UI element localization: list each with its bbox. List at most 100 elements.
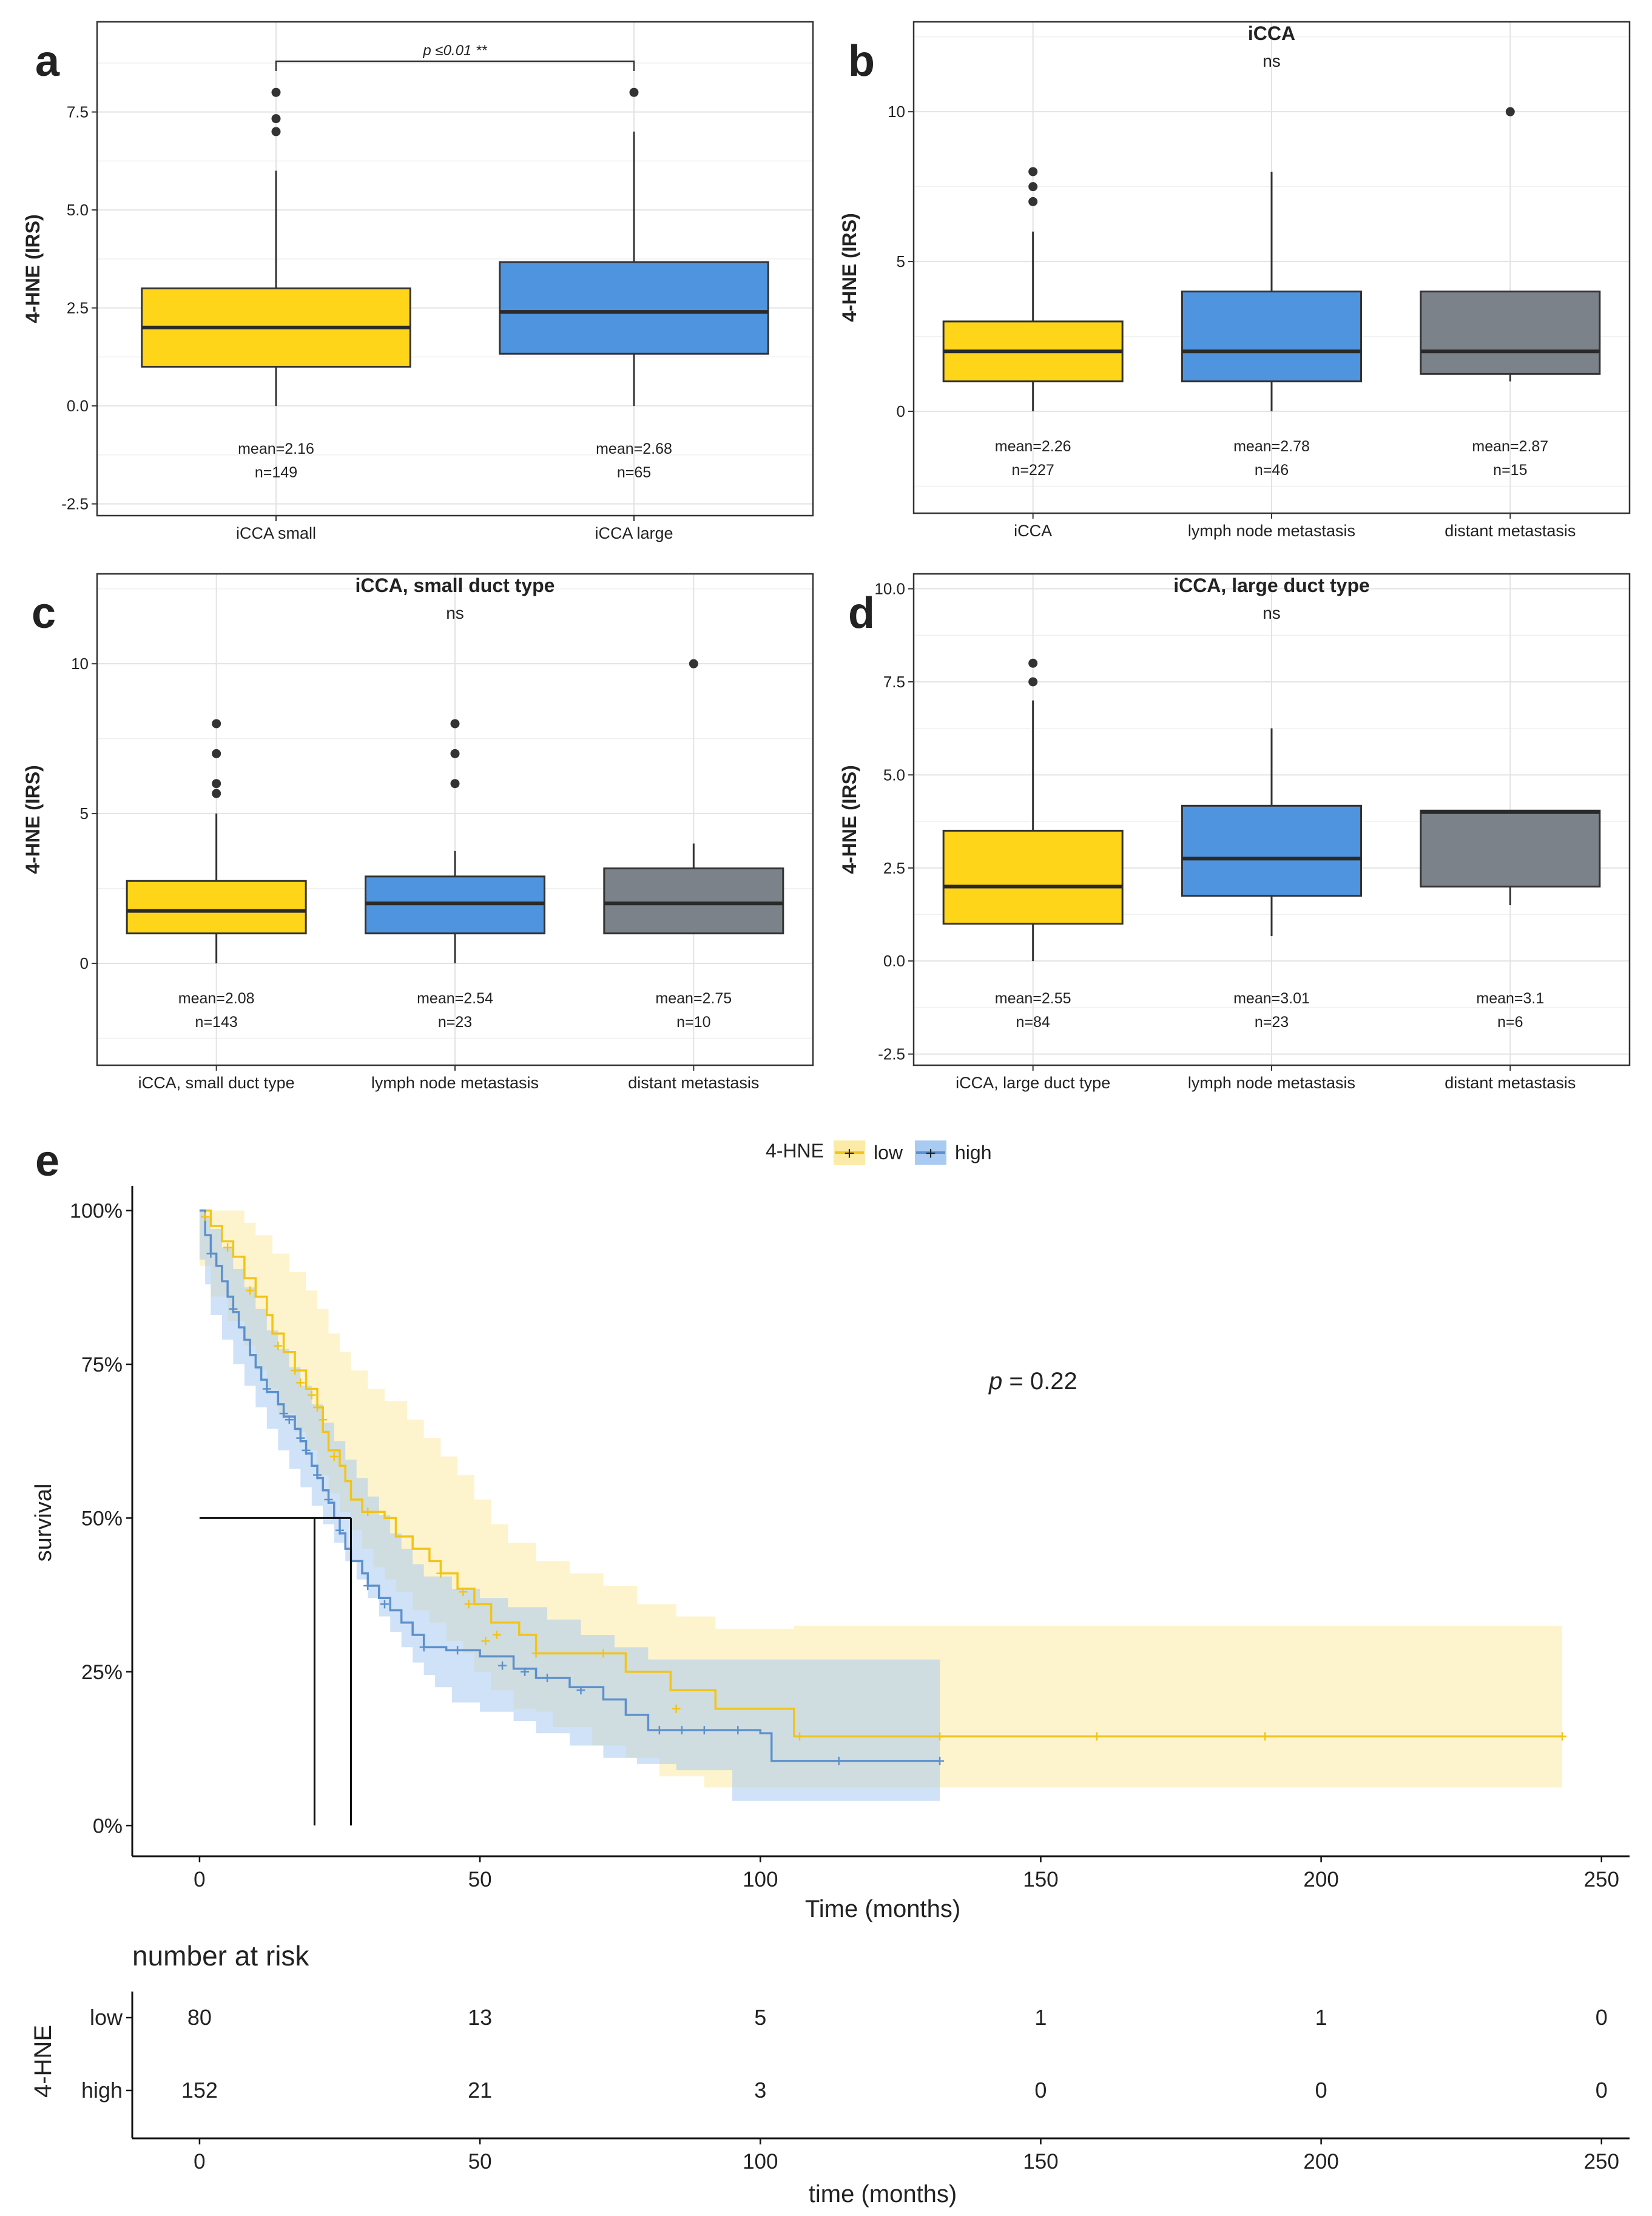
censor-mark-high [302,1446,311,1455]
outlier-point [629,87,639,97]
box-panel-c: mean=2.08 n=143 mean=2.54 n=23 mean=2.75 n=10… [22,573,814,1092]
box-body [942,829,1124,925]
risk-count: 21 [468,2078,492,2103]
censor-mark-high [936,1756,945,1765]
x-tick-label: 250 [1584,2150,1619,2174]
censor-mark-low [459,1588,468,1597]
censor-mark-high [655,1726,664,1735]
x-tick-label: iCCA, small duct type [138,1074,295,1092]
y-tick-label: 10 [71,655,89,673]
outlier-point [212,719,221,729]
y-tick-label: 5 [897,252,905,271]
y-tick-label: 2.5 [883,859,905,877]
censor-mark-high [262,1384,271,1393]
x-tick-label: lymph node metastasis [1188,1074,1355,1092]
censor-mark-high [419,1643,428,1652]
panel-frame [96,21,814,517]
km-legend: 4-HNE + low + high [766,1140,992,1165]
risk-table: number at risk low 80 13 5 1 1 0 high 152 21 3 0 0 0 4-… [30,1940,1630,2208]
n-label: n=46 [1255,462,1289,479]
x-tick-label: iCCA [1014,522,1052,540]
box-3: mean=2.75 n=10 [603,659,784,1031]
y-tick-label: 7.5 [883,673,905,691]
y-tick-label: 5.0 [883,766,905,784]
x-tick-label: 100 [743,1868,778,1891]
y-tick-label: 25% [81,1661,123,1684]
n-label: n=23 [438,1014,472,1031]
x-tick-label: 200 [1303,1868,1338,1891]
censor-mark-high [700,1726,709,1735]
censor-mark-low [274,1341,283,1350]
censor-mark-high [324,1495,333,1504]
y-tick-label: 100% [70,1200,123,1223]
survival-curve-low [199,1209,1563,1738]
p-value-text: = 0.22 [1002,1368,1077,1395]
n-label: n=65 [617,464,651,481]
outlier-point [1028,167,1038,177]
legend-marker-low: + [844,1143,855,1164]
risk-count: 80 [187,2005,212,2030]
box-3: mean=2.87 n=15 [1420,107,1601,479]
outlier-point [271,87,281,97]
mean-label: mean=2.55 [995,990,1071,1007]
censor-mark-high [521,1667,530,1676]
y-axis-label: 4-HNE (IRS) [838,213,860,322]
y-tick-label: 0.0 [67,397,89,415]
censor-mark-low [492,1631,501,1640]
y-tick-label: 0% [93,1814,123,1837]
box-body [603,867,784,935]
panel-subtitle: ns [1263,604,1281,622]
significance-label: p ≤0.01 ** [422,42,487,59]
censor-mark-low [1261,1732,1270,1741]
x-tick-label: 150 [1023,1868,1058,1891]
risk-count: 13 [468,2005,492,2030]
box-3: mean=3.1 n=6 [1420,809,1601,1031]
legend-marker-high: + [925,1143,936,1164]
censor-mark-high [229,1304,238,1313]
censor-mark-low [531,1649,541,1658]
censor-mark-high [834,1756,843,1765]
n-label: n=149 [255,464,297,481]
box-1: mean=2.55 n=84 [942,658,1124,1031]
box-body [1420,291,1601,375]
y-tick-label: 7.5 [67,103,89,121]
panel-letter: a [35,37,60,86]
n-label: n=15 [1493,462,1527,479]
censor-mark-low [319,1415,328,1424]
risk-count: 5 [754,2005,766,2030]
n-label: n=23 [1255,1014,1289,1031]
censor-mark-low [672,1704,681,1713]
y-axis-label: 4-HNE (IRS) [22,765,44,874]
censor-mark-high [453,1646,462,1655]
x-tick-label: 0 [194,2150,205,2174]
significance-bracket [275,60,635,71]
outlier-point [271,127,281,136]
censor-mark-high [576,1686,585,1695]
censor-mark-high [313,1470,322,1480]
outlier-point [1028,658,1038,668]
risk-count: 0 [1596,2078,1608,2103]
censor-mark-low [436,1569,445,1578]
x-tick-label: 50 [468,2150,492,2174]
panel-title: iCCA, large duct type [1173,574,1370,596]
km-y-axis-label: survival [31,1484,56,1562]
censor-mark-low [936,1732,945,1741]
mean-label: mean=2.16 [238,440,314,457]
censor-mark-low [1092,1732,1101,1741]
box-2: mean=2.54 n=23 [365,719,545,1031]
km-x-axis-label: Time (months) [805,1896,960,1922]
panel-letter: d [848,589,875,638]
censor-mark-high [285,1415,294,1424]
risk-count: 0 [1315,2078,1327,2103]
panel-letter: e [35,1137,59,1185]
x-tick-label: iCCA small [236,524,316,542]
box-1: mean=2.08 n=143 [126,719,307,1031]
censor-mark-high [363,1581,373,1590]
censor-mark-low [1558,1732,1567,1741]
censor-mark-low [307,1390,316,1399]
outlier-point [450,719,460,729]
n-label: n=10 [676,1014,710,1031]
x-tick-label: distant metastasis [1445,522,1576,540]
mean-label: mean=2.08 [178,990,255,1007]
panel-letter: b [848,37,875,86]
